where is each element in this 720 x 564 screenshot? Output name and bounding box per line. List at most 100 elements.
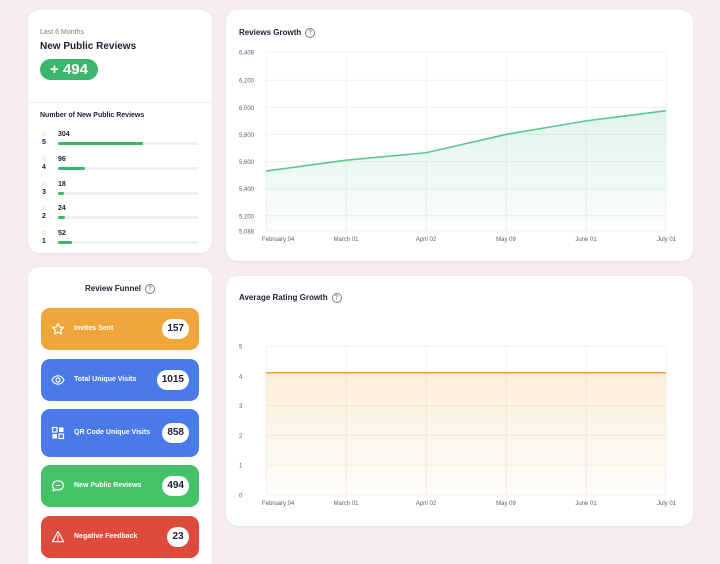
y-tick-label: 3 — [239, 404, 243, 410]
rating-count: 18 — [58, 181, 66, 188]
star-rating: ☆ 1 — [40, 230, 48, 246]
rating-count: 96 — [58, 156, 66, 163]
series-area — [266, 110, 666, 231]
new-reviews-summary-card: Last 6 Months New Public Reviews + 494 N… — [28, 10, 212, 253]
help-icon[interactable]: ? — [305, 28, 316, 38]
breakdown-title: Number of New Public Reviews — [40, 112, 145, 119]
y-tick-label: 0 — [239, 494, 243, 500]
rating-count: 52 — [58, 230, 66, 237]
rating-bar-track — [58, 216, 198, 219]
star-rating: ☆ 3 — [40, 181, 48, 197]
series-area — [266, 372, 666, 495]
funnel-item-count: 858 — [162, 423, 189, 443]
y-tick-label: 1 — [239, 464, 243, 470]
rating-bar-track — [58, 167, 198, 170]
star-number: 4 — [42, 164, 46, 171]
funnel-item-new-public-reviews[interactable]: New Public Reviews 494 — [41, 465, 199, 507]
rating-row-3: ☆ 3 18 — [40, 181, 200, 201]
chat-icon — [51, 479, 65, 493]
x-tick-label: May 09 — [496, 237, 516, 243]
star-icon: ☆ — [40, 230, 48, 237]
rating-bar-track — [58, 192, 198, 195]
funnel-item-count: 494 — [162, 476, 189, 496]
star-icon: ☆ — [40, 156, 48, 163]
star-icon: ☆ — [40, 131, 48, 138]
rating-bar-fill — [58, 216, 65, 219]
y-tick-label: 6,408 — [239, 51, 255, 57]
star-number: 1 — [42, 238, 46, 245]
funnel-item-label: New Public Reviews — [74, 482, 142, 489]
star-rating: ☆ 4 — [40, 156, 48, 172]
funnel-item-label: Total Unique Visits — [74, 376, 137, 383]
average-rating-growth-chart: 0 1 2 3 4 5 February 04 March 01 April 02 May 09 J… — [239, 345, 677, 508]
rating-bar-fill — [58, 167, 85, 170]
rating-count: 24 — [58, 205, 66, 212]
star-icon: ☆ — [40, 181, 48, 188]
funnel-item-label: Invites Sent — [74, 325, 114, 332]
rating-row-2: ☆ 2 24 — [40, 205, 200, 225]
x-tick-label: April 02 — [416, 501, 437, 507]
x-tick-label: June 01 — [575, 501, 597, 507]
average-rating-growth-title-text: Average Rating Growth — [239, 293, 328, 302]
eye-icon — [51, 373, 65, 387]
help-icon[interactable]: ? — [331, 293, 342, 303]
reviews-growth-card: Reviews Growth? 5,088 5,200 5,400 5,600 5,80… — [226, 10, 693, 261]
funnel-item-negative-feedback[interactable]: Negative Feedback 23 — [41, 516, 199, 558]
rating-bar-fill — [58, 241, 72, 244]
y-tick-label: 5,200 — [239, 214, 255, 220]
qr-code-icon — [51, 426, 65, 440]
x-tick-label: March 01 — [333, 501, 359, 507]
period-label: Last 6 Months — [40, 29, 84, 36]
reviews-growth-title: Reviews Growth? — [239, 28, 316, 38]
rating-row-1: ☆ 1 52 — [40, 230, 200, 250]
x-tick-label: March 01 — [333, 237, 359, 243]
star-number: 5 — [42, 139, 46, 146]
x-tick-label: April 02 — [416, 237, 437, 243]
star-rating: ☆ 2 — [40, 205, 48, 221]
summary-title: New Public Reviews — [40, 41, 137, 52]
x-tick-label: May 09 — [496, 501, 516, 507]
rating-bar-track — [58, 241, 198, 244]
rating-count: 304 — [58, 131, 70, 138]
y-tick-label: 5,088 — [239, 230, 255, 236]
x-tick-label: February 04 — [262, 237, 295, 243]
funnel-item-count: 23 — [167, 527, 189, 547]
y-tick-label: 5,400 — [239, 187, 255, 193]
rating-row-5: ☆ 5 304 — [40, 131, 200, 151]
y-tick-label: 6,200 — [239, 79, 255, 85]
funnel-item-count: 157 — [162, 319, 189, 339]
funnel-title-text: Review Funnel — [84, 284, 141, 293]
star-number: 2 — [42, 213, 46, 220]
y-tick-label: 5,800 — [239, 133, 255, 139]
x-tick-label: July 01 — [657, 501, 677, 507]
warning-icon — [51, 530, 65, 544]
y-tick-label: 5 — [239, 345, 243, 351]
rating-bar-track — [58, 142, 198, 145]
y-tick-label: 6,000 — [239, 106, 255, 112]
review-funnel-card: Review Funnel? Invites Sent 157 Total Uniq… — [28, 267, 212, 564]
star-number: 3 — [42, 189, 46, 196]
rating-bar-fill — [58, 192, 64, 195]
funnel-item-label: Negative Feedback — [74, 533, 138, 540]
help-icon[interactable]: ? — [145, 284, 155, 294]
rating-bar-fill — [58, 142, 144, 145]
y-tick-label: 5,600 — [239, 160, 255, 166]
x-tick-label: June 01 — [575, 237, 597, 243]
x-tick-label: July 01 — [657, 237, 677, 243]
star-icon: ☆ — [40, 205, 48, 212]
y-tick-label: 4 — [239, 374, 243, 380]
funnel-item-qr-code-unique-visits[interactable]: QR Code Unique Visits 858 — [41, 409, 199, 457]
series-line — [265, 109, 667, 172]
funnel-title: Review Funnel? — [28, 284, 212, 294]
funnel-item-label: QR Code Unique Visits — [74, 429, 151, 436]
average-rating-growth-title: Average Rating Growth? — [239, 293, 342, 303]
star-rating: ☆ 5 — [40, 131, 48, 147]
rating-row-4: ☆ 4 96 — [40, 156, 200, 176]
reviews-growth-title-text: Reviews Growth — [239, 28, 302, 37]
funnel-item-total-unique-visits[interactable]: Total Unique Visits 1015 — [41, 359, 199, 401]
star-icon — [51, 322, 65, 336]
funnel-item-invites-sent[interactable]: Invites Sent 157 — [41, 308, 199, 350]
total-badge: + 494 — [40, 59, 98, 80]
average-rating-growth-card: Average Rating Growth? 0 1 2 3 4 5 February 04… — [226, 276, 693, 526]
reviews-growth-chart: 5,088 5,200 5,400 5,600 5,800 6,000 6,200 6,408… — [239, 51, 677, 244]
